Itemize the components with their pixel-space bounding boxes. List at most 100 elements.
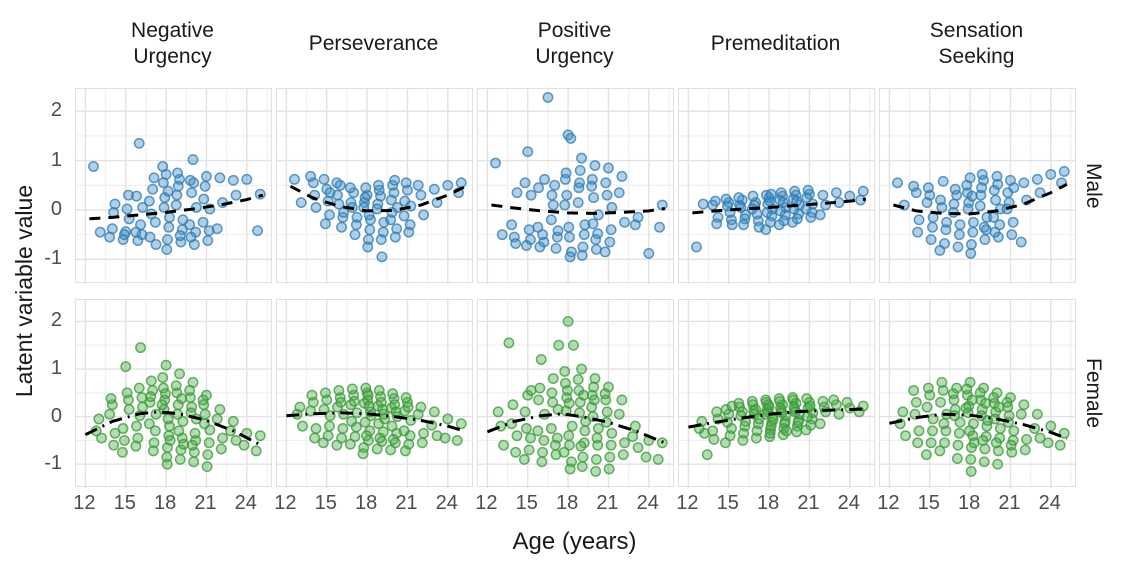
data-point xyxy=(507,399,519,411)
data-point xyxy=(439,432,451,444)
data-point xyxy=(118,229,130,241)
data-point xyxy=(691,241,702,253)
data-point xyxy=(577,451,589,463)
data-point xyxy=(363,400,375,412)
data-point xyxy=(323,209,335,221)
data-point xyxy=(552,225,564,237)
data-point xyxy=(297,420,309,432)
x-tick-label: 18 xyxy=(354,492,378,514)
data-point xyxy=(442,413,454,425)
data-point xyxy=(496,229,508,241)
data-point xyxy=(951,382,963,394)
data-point xyxy=(576,152,588,164)
data-point xyxy=(158,202,170,213)
facet-column-title-sensation-seeking: Sensation Seeking xyxy=(929,19,1024,68)
data-point xyxy=(254,430,266,442)
data-point xyxy=(599,388,611,400)
data-point xyxy=(121,387,133,399)
data-point xyxy=(949,183,961,195)
x-tick-label: 21 xyxy=(194,492,217,514)
data-point xyxy=(145,391,157,403)
data-point xyxy=(510,446,522,458)
data-point xyxy=(579,219,591,231)
data-point xyxy=(576,461,588,473)
data-point xyxy=(800,424,812,436)
data-point xyxy=(109,198,121,210)
data-point xyxy=(199,408,211,420)
data-point xyxy=(405,200,417,212)
data-point xyxy=(177,415,189,427)
data-point xyxy=(792,416,804,428)
data-point xyxy=(545,423,557,434)
data-point xyxy=(976,182,987,194)
data-point xyxy=(991,170,1003,182)
data-point xyxy=(197,216,209,228)
data-point xyxy=(143,418,155,430)
data-point xyxy=(968,437,980,449)
data-point xyxy=(200,170,212,182)
data-point xyxy=(632,211,644,223)
data-point xyxy=(1031,408,1043,420)
data-point xyxy=(560,167,572,179)
data-point xyxy=(965,247,977,259)
data-point xyxy=(603,463,615,475)
data-point xyxy=(605,439,617,451)
data-point xyxy=(160,359,172,371)
data-point xyxy=(947,388,959,400)
data-point xyxy=(587,218,599,230)
data-point xyxy=(161,234,173,246)
data-point xyxy=(116,446,128,458)
data-point xyxy=(416,437,428,449)
data-point xyxy=(900,430,912,442)
data-point xyxy=(120,361,132,373)
facet-panel-sensation-seeking-male xyxy=(879,88,1076,284)
data-point xyxy=(789,185,801,197)
data-point xyxy=(719,437,731,449)
data-point xyxy=(588,394,600,406)
data-point xyxy=(574,177,585,189)
data-point xyxy=(1042,437,1054,449)
data-point xyxy=(561,189,573,201)
data-point xyxy=(506,219,518,231)
data-point xyxy=(953,427,965,439)
data-point xyxy=(588,192,600,204)
data-point xyxy=(787,216,799,228)
data-point xyxy=(533,182,544,194)
data-point xyxy=(357,448,369,460)
data-point xyxy=(360,430,372,442)
data-point xyxy=(532,221,544,233)
data-point xyxy=(403,226,415,238)
data-point xyxy=(371,203,383,215)
data-point xyxy=(920,449,932,461)
data-point xyxy=(619,437,631,449)
data-point xyxy=(1018,177,1030,189)
data-point xyxy=(577,241,589,253)
data-point xyxy=(613,187,625,199)
data-point xyxy=(963,425,975,437)
data-point xyxy=(926,425,938,437)
data-point xyxy=(377,404,389,415)
data-point xyxy=(442,179,454,191)
data-point xyxy=(565,132,577,144)
data-point xyxy=(525,189,537,201)
data-point xyxy=(989,226,1001,238)
data-point xyxy=(773,393,785,404)
data-point xyxy=(564,463,576,475)
data-point xyxy=(913,425,925,437)
trend-line xyxy=(688,407,866,429)
y-tick-label: -1 xyxy=(44,452,62,475)
data-point xyxy=(400,392,412,404)
data-point xyxy=(566,420,578,432)
data-point xyxy=(833,408,845,420)
data-point xyxy=(164,434,176,446)
data-point xyxy=(373,384,385,396)
data-point xyxy=(773,219,785,231)
data-point xyxy=(1031,173,1043,185)
data-point xyxy=(428,406,440,418)
data-point xyxy=(170,380,182,392)
data-point xyxy=(241,173,253,185)
data-point xyxy=(338,206,350,218)
data-point xyxy=(938,418,950,430)
data-point xyxy=(1034,432,1046,444)
facet-row-strip-male: Male xyxy=(1082,162,1105,209)
